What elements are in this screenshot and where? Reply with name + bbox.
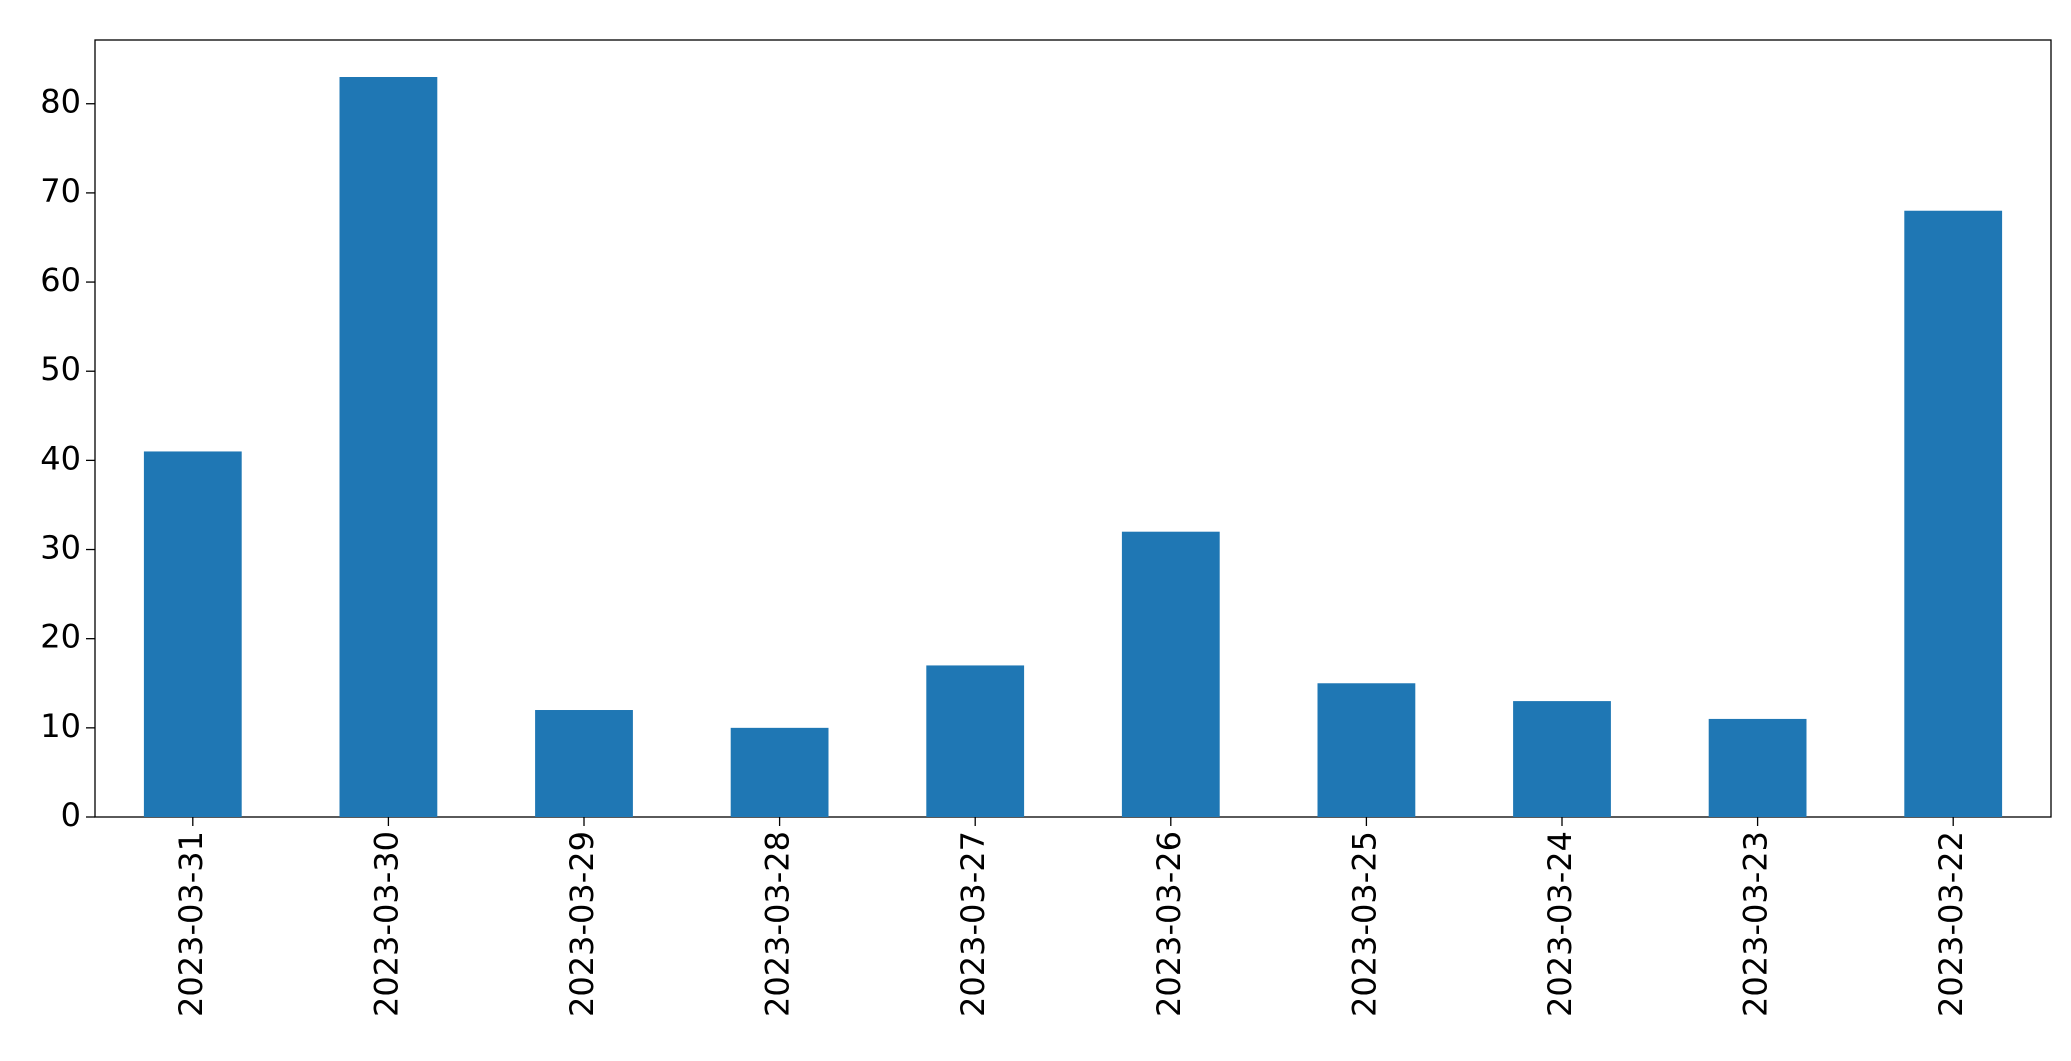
x-tick-label: 2023-03-22	[1932, 831, 1970, 1017]
x-tick-label: 2023-03-31	[172, 831, 210, 1017]
y-tick-label: 10	[40, 707, 81, 745]
x-tick-label: 2023-03-28	[759, 831, 797, 1017]
bar	[1708, 718, 1807, 817]
y-tick-label: 40	[40, 439, 81, 477]
bar	[926, 665, 1025, 817]
y-tick-label: 20	[40, 618, 81, 656]
x-tick-label: 2023-03-23	[1737, 831, 1775, 1017]
x-tick-label: 2023-03-26	[1150, 831, 1188, 1017]
bar	[1513, 701, 1611, 817]
bar	[1317, 683, 1416, 817]
bar	[1121, 531, 1220, 817]
x-tick-label: 2023-03-29	[563, 831, 601, 1017]
bar	[730, 727, 829, 817]
x-tick-label: 2023-03-27	[954, 831, 992, 1017]
y-tick-label: 80	[40, 83, 81, 121]
y-tick-label: 0	[61, 796, 81, 834]
y-tick-label: 30	[40, 529, 81, 567]
y-tick-label: 50	[40, 350, 81, 388]
x-tick-label: 2023-03-30	[367, 831, 405, 1017]
x-tick-label: 2023-03-24	[1541, 831, 1579, 1017]
y-tick-label: 70	[40, 172, 81, 210]
bar	[143, 451, 242, 817]
plot-frame	[94, 39, 2052, 818]
x-tick-label: 2023-03-25	[1345, 831, 1383, 1017]
bar	[339, 77, 438, 817]
y-tick-label: 60	[40, 261, 81, 299]
bar	[535, 710, 633, 817]
bar	[1904, 210, 2003, 818]
